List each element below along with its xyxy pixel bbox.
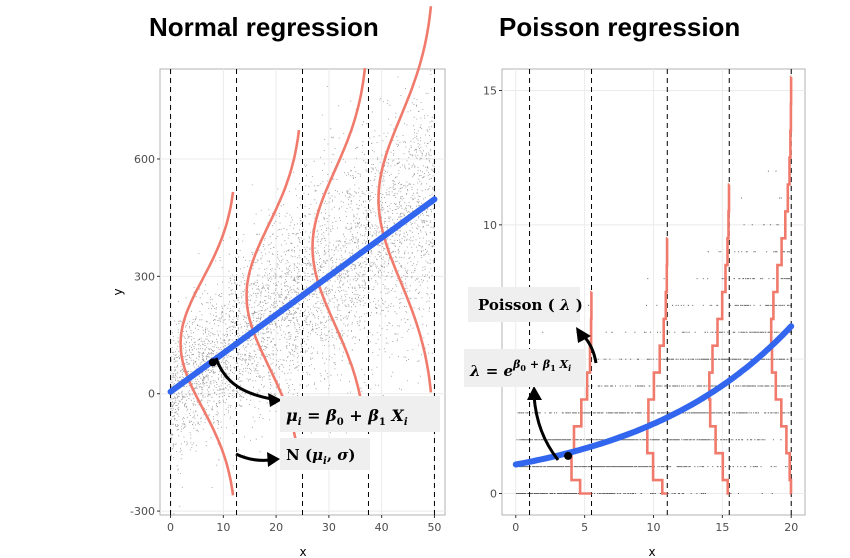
- x-tick-label-0: 0: [512, 521, 519, 534]
- lambda-equation-annotation: λ = eβ0 + β1 Xi: [464, 349, 586, 387]
- svg-text:Poisson ( λ ): Poisson ( λ ): [478, 296, 583, 314]
- x-tick-label-4: 20: [784, 521, 798, 534]
- left-chart-title: Normal regression: [149, 12, 379, 43]
- n-symbol: N: [286, 446, 300, 464]
- poisson-annotation: Poisson ( λ ): [468, 287, 583, 322]
- x-axis-title: x: [648, 545, 655, 558]
- x-tick-label-0: 0: [167, 521, 174, 534]
- mu-equation-annotation: μi = β0 + β1 Xi: [280, 396, 440, 432]
- y-tick-label-2: 10: [483, 219, 497, 232]
- x-tick-label-2: 20: [269, 521, 283, 534]
- point-marker: [564, 452, 572, 460]
- y-tick-label-1: 0: [148, 388, 155, 401]
- x-tick-label-1: 10: [216, 521, 230, 534]
- beta-1: β: [367, 406, 379, 425]
- x-tick-label-3: 30: [322, 521, 336, 534]
- x-tick-label-3: 15: [715, 521, 729, 534]
- right-chart-title: Poisson regression: [499, 12, 740, 43]
- x-tick-label-2: 10: [647, 521, 661, 534]
- y-tick-label-3: 600: [134, 153, 155, 166]
- x-tick-label-5: 50: [427, 521, 441, 534]
- beta-0: β: [325, 406, 337, 425]
- poisson-regression-chart: 05101520051015 x Poisson ( λ ) λ = eβ0 +…: [466, 62, 820, 558]
- sub-i: i: [568, 363, 571, 373]
- y-tick-label-0: -300: [130, 505, 155, 518]
- svg-text:N (μi, σ): N (μi, σ): [286, 446, 355, 467]
- sub-0: 0: [337, 417, 344, 428]
- mean-point: [564, 452, 572, 460]
- x-tick-label-1: 5: [581, 521, 588, 534]
- y-axis-title: y: [111, 288, 125, 295]
- y-tick-label-0: 0: [490, 488, 497, 501]
- normal-dist-annotation: N (μi, σ): [280, 438, 370, 470]
- e-symbol: e: [504, 362, 514, 380]
- x-var: X: [390, 406, 404, 425]
- sub-i-2: i: [404, 417, 408, 428]
- mu-symbol: μ: [286, 406, 298, 425]
- x-var: X: [559, 358, 569, 371]
- y-tick-label-3: 15: [483, 84, 497, 97]
- lambda-symbol-2: λ: [469, 362, 481, 380]
- svg-text:μi = β0 + β1 Xi: μi = β0 + β1 Xi: [286, 406, 408, 428]
- lambda-symbol: λ: [559, 296, 571, 314]
- x-tick-label-4: 40: [375, 521, 389, 534]
- y-tick-label-2: 300: [134, 270, 155, 283]
- sub-1: 1: [379, 417, 386, 428]
- mu-symbol-2: μ: [312, 446, 323, 464]
- x-axis-title: x: [299, 545, 306, 558]
- poisson-word: Poisson: [478, 296, 542, 314]
